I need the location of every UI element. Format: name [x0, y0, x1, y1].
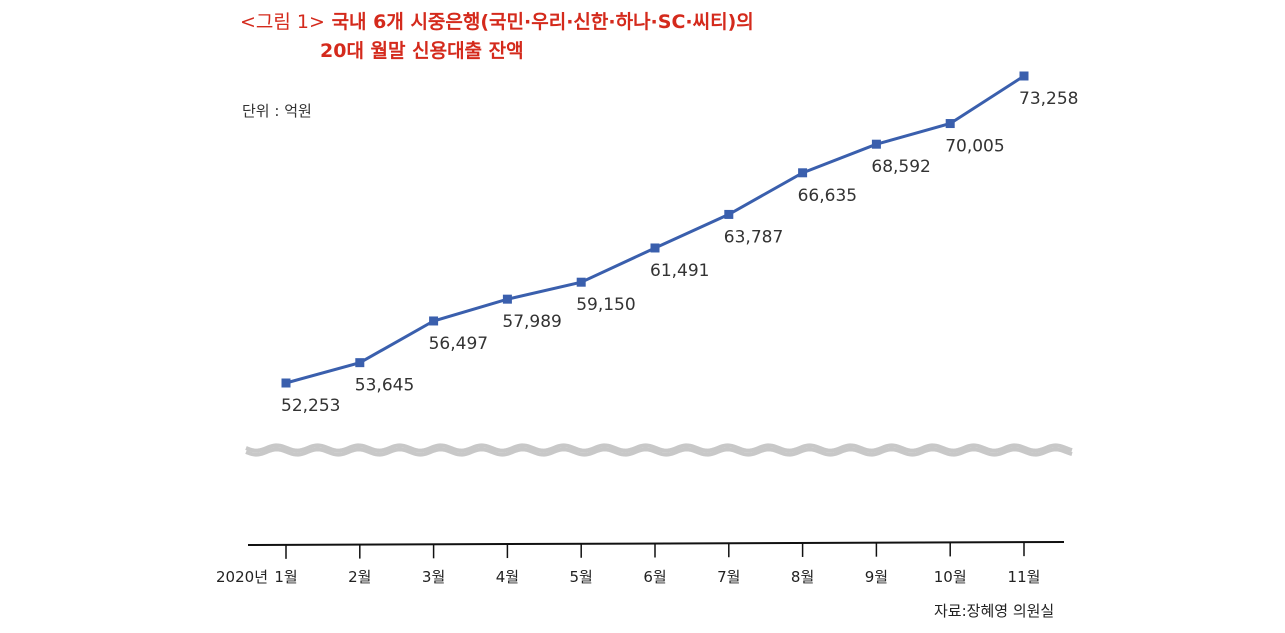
x-label-6: 6월	[643, 568, 666, 586]
x-label-3: 3월	[422, 568, 445, 586]
data-label-1: 52,253	[281, 396, 340, 416]
x-label-11: 11월	[1008, 568, 1041, 586]
title-main: 국내 6개 시중은행(국민·우리·신한·하나·SC·씨티)의	[331, 11, 754, 33]
data-label-4: 57,989	[502, 312, 561, 332]
data-label-2: 53,645	[355, 376, 414, 396]
x-axis-ticks	[285, 542, 1025, 559]
x-label-4: 4월	[496, 568, 519, 586]
series-line	[285, 74, 1025, 385]
data-point-4	[502, 294, 512, 304]
data-point-1	[281, 378, 291, 388]
x-label-1: 1월	[274, 568, 297, 586]
data-label-11: 73,258	[1019, 89, 1078, 109]
data-point-6	[650, 243, 660, 253]
data-label-7: 63,787	[724, 227, 783, 247]
title-line-2: 20대 월말 신용대출 잔액	[320, 40, 524, 62]
axis-break-line-1	[245, 443, 1073, 453]
data-point-9	[871, 139, 881, 149]
data-point-10	[945, 119, 955, 129]
chart-title: <그림 1> 국내 6개 시중은행(국민·우리·신한·하나·SC·씨티)의 20…	[240, 8, 754, 66]
data-label-5: 59,150	[576, 295, 635, 315]
data-label-9: 68,592	[871, 157, 930, 177]
data-point-7	[724, 209, 734, 219]
data-point-3	[429, 316, 439, 326]
x-axis-year-label: 2020년	[216, 568, 268, 586]
series-markers	[281, 71, 1029, 388]
data-label-3: 56,497	[429, 334, 488, 354]
data-labels: 52,253 53,645 56,497 57,989 59,150 61,491 63,7…	[281, 89, 1078, 416]
data-point-5	[576, 277, 586, 287]
unit-label: 단위 : 억원	[242, 102, 312, 120]
x-label-10: 10월	[934, 568, 967, 586]
data-label-8: 66,635	[798, 186, 857, 206]
x-label-2: 2월	[348, 568, 371, 586]
data-label-6: 61,491	[650, 261, 709, 281]
title-line-1: <그림 1> 국내 6개 시중은행(국민·우리·신한·하나·SC·씨티)의	[240, 8, 754, 37]
x-label-7: 7월	[717, 568, 740, 586]
data-label-10: 70,005	[945, 137, 1004, 157]
x-label-5: 5월	[570, 568, 593, 586]
x-axis-line	[247, 541, 1065, 546]
data-point-8	[798, 168, 808, 178]
figure-number: <그림 1>	[240, 11, 325, 33]
x-label-9: 9월	[865, 568, 888, 586]
x-axis-labels: 1월 2월 3월 4월 5월 6월 7월 8월 9월 10월 11월 2020년	[216, 568, 1040, 586]
axis-break-line-2	[245, 447, 1073, 457]
x-label-8: 8월	[791, 568, 814, 586]
source-label: 자료:장혜영 의원실	[934, 602, 1055, 620]
data-point-11	[1019, 71, 1029, 81]
data-point-2	[355, 358, 365, 368]
